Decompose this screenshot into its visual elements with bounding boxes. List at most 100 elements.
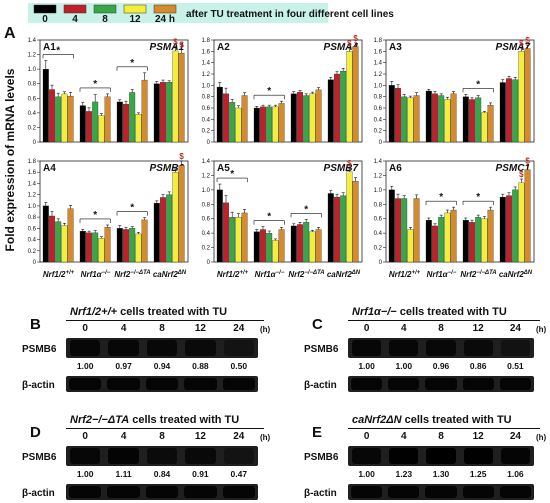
significance-star: * bbox=[476, 192, 480, 203]
blot-letter: C bbox=[312, 316, 323, 333]
band bbox=[389, 340, 419, 356]
y-tick-label: 1.0 bbox=[28, 204, 37, 210]
bar bbox=[475, 97, 482, 143]
y-tick-label: 0.8 bbox=[202, 95, 211, 101]
y-tick-label: 0.2 bbox=[374, 129, 383, 135]
band bbox=[185, 340, 216, 356]
bar bbox=[462, 96, 469, 143]
time-label: 0 bbox=[363, 431, 370, 442]
bar bbox=[334, 196, 340, 263]
y-tick-label: 0.8 bbox=[28, 82, 37, 88]
density-value: 1.11 bbox=[115, 469, 132, 479]
bar bbox=[407, 229, 414, 263]
bar bbox=[253, 231, 260, 263]
bar-chart-grid: 00.20.40.60.81.01.21.4A1 PSMA1***$ $00.20.… bbox=[28, 34, 535, 279]
y-tick-label: 0.2 bbox=[374, 246, 383, 252]
bar bbox=[432, 93, 438, 143]
band bbox=[69, 378, 102, 390]
significance-dollar: $ bbox=[519, 170, 524, 179]
x-group-label: Nrf2−/−ΔTA bbox=[460, 270, 496, 279]
significance-dollar: $ bbox=[525, 156, 530, 165]
band bbox=[108, 340, 139, 356]
density-value: 0.88 bbox=[192, 361, 209, 371]
band bbox=[462, 486, 494, 498]
bar bbox=[104, 96, 111, 143]
bar bbox=[346, 171, 353, 263]
plot-frame bbox=[385, 160, 535, 263]
blot-strip-beta-actin bbox=[66, 376, 258, 392]
bar bbox=[475, 217, 482, 263]
band bbox=[145, 486, 179, 498]
bar bbox=[241, 212, 248, 263]
row-label-psmb6: PSMB6 bbox=[22, 452, 57, 463]
bar bbox=[160, 82, 166, 143]
plot-frame bbox=[39, 160, 189, 263]
y-tick-label: 0.2 bbox=[28, 249, 37, 255]
bar bbox=[444, 99, 451, 143]
bar bbox=[487, 105, 494, 143]
chart-title: PSMA1 bbox=[150, 42, 185, 53]
bar bbox=[327, 79, 334, 143]
density-value: 1.23 bbox=[395, 469, 413, 479]
time-label: 4 bbox=[120, 431, 127, 442]
band bbox=[500, 448, 530, 464]
bar bbox=[260, 106, 266, 143]
legend-swatch bbox=[153, 4, 177, 14]
y-tick-label: 1.6 bbox=[374, 49, 383, 55]
significance-star: * bbox=[476, 79, 480, 90]
time-label: 0 bbox=[363, 323, 370, 334]
plot-frame bbox=[39, 39, 189, 143]
bar bbox=[506, 78, 512, 143]
bar bbox=[272, 106, 279, 143]
chart-a3: 0 0.2 0.4 0.6 0.8 1.0 1.2 1.4 1.6 1.8 A3 PSMA7 * $ $ bbox=[374, 36, 535, 146]
bar bbox=[104, 227, 111, 263]
y-tick-label: 0.8 bbox=[28, 215, 37, 221]
chart-title: PSMA7 bbox=[496, 42, 531, 53]
significance-star: * bbox=[130, 203, 134, 214]
bar bbox=[462, 220, 469, 263]
density-value: 0.97 bbox=[115, 361, 132, 371]
bar bbox=[469, 222, 475, 263]
chart-title: PSMC1 bbox=[496, 163, 531, 174]
bar bbox=[135, 233, 142, 263]
x-group-label: caNrf2ΔN bbox=[153, 270, 187, 279]
legend-swatch bbox=[63, 4, 87, 14]
legend-label: 4 bbox=[72, 14, 78, 25]
bar bbox=[334, 73, 340, 143]
blot-letter: E bbox=[312, 424, 323, 441]
band bbox=[146, 340, 178, 356]
time-label: 12 bbox=[194, 431, 206, 442]
density-value: 1.00 bbox=[395, 361, 413, 371]
bar bbox=[260, 229, 266, 263]
bar bbox=[315, 89, 322, 143]
row-label-beta-actin: β-actin bbox=[304, 488, 337, 499]
legend-caption: after TU treatment in four different cel… bbox=[186, 9, 394, 20]
row-label-beta-actin: β-actin bbox=[304, 380, 337, 391]
y-tick-label: 1.2 bbox=[202, 72, 211, 78]
bar bbox=[512, 189, 519, 263]
y-tick-label: 0.6 bbox=[202, 217, 211, 223]
band bbox=[351, 378, 383, 390]
bar bbox=[241, 95, 248, 143]
bar bbox=[413, 95, 420, 143]
blot-strip-psmb6 bbox=[348, 446, 534, 466]
significance-dollar: $ bbox=[347, 39, 352, 48]
blot-strip-beta-actin bbox=[348, 376, 534, 392]
bar bbox=[506, 195, 512, 263]
bar bbox=[444, 212, 451, 263]
blot-title-underline bbox=[348, 428, 540, 429]
y-tick-label: 0.2 bbox=[28, 125, 37, 131]
blot-title-underline bbox=[66, 428, 264, 429]
bar bbox=[49, 89, 55, 143]
bar bbox=[79, 105, 86, 143]
bar bbox=[178, 52, 185, 143]
bar bbox=[98, 115, 105, 143]
bar bbox=[235, 217, 242, 263]
y-tick-label: 0.6 bbox=[28, 226, 37, 232]
bar bbox=[92, 232, 99, 263]
blot-title: caNrf2ΔN cells treated with TU bbox=[352, 414, 512, 426]
bar bbox=[123, 229, 129, 263]
y-tick-label: 1.2 bbox=[202, 173, 211, 179]
blot-title: Nrf2−/−ΔTA cells treated with TU bbox=[70, 414, 240, 426]
y-tick-label: 1.6 bbox=[202, 49, 211, 55]
